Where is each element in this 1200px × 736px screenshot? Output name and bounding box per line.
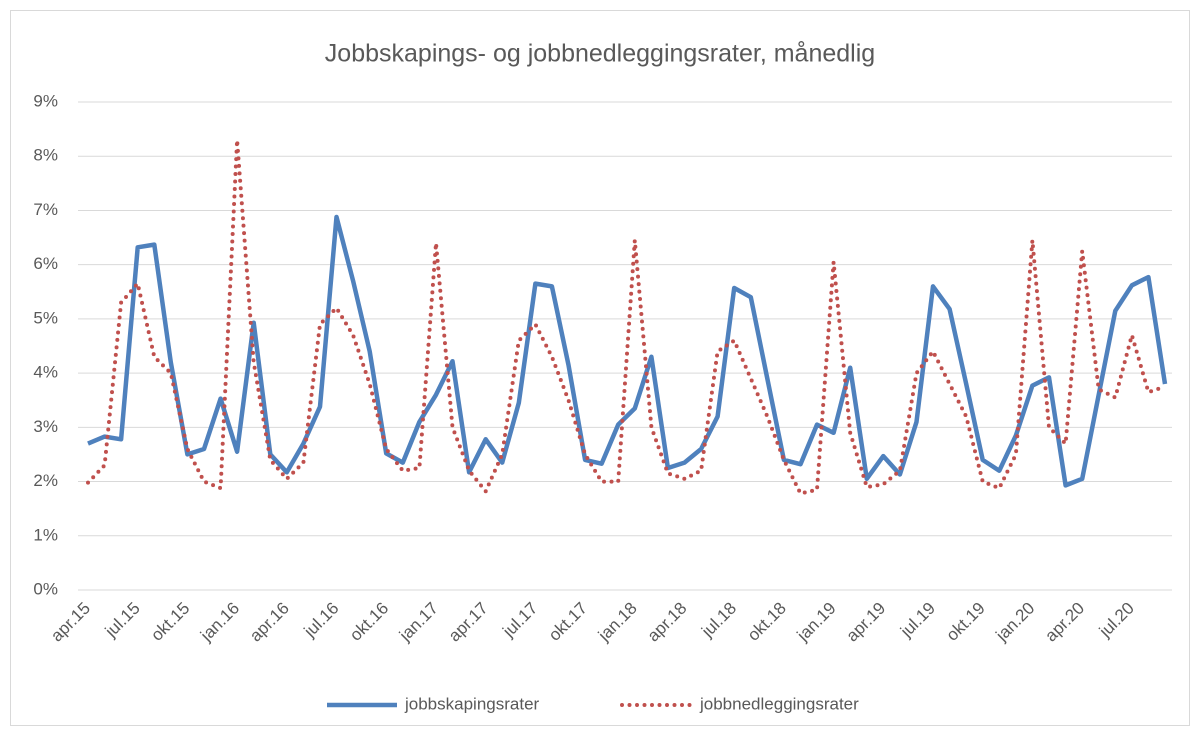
y-tick-label: 7% — [33, 200, 58, 219]
y-tick-label: 8% — [33, 146, 58, 165]
y-tick-label: 9% — [33, 91, 58, 110]
y-tick-label: 4% — [33, 363, 58, 382]
y-tick-label: 0% — [33, 579, 58, 598]
legend-label: jobbskapingsrater — [404, 694, 540, 713]
y-tick-label: 5% — [33, 308, 58, 327]
series-line — [86, 138, 1167, 496]
series-line — [87, 214, 1168, 488]
y-tick-label: 3% — [33, 417, 58, 436]
y-tick-label: 1% — [33, 525, 58, 544]
y-tick-label: 2% — [33, 471, 58, 490]
legend-label: jobbnedleggingsrater — [699, 694, 859, 713]
y-tick-label: 6% — [33, 254, 58, 273]
chart-frame — [10, 10, 1190, 726]
chart-title: Jobbskapings- og jobbnedleggingsrater, m… — [325, 40, 875, 68]
